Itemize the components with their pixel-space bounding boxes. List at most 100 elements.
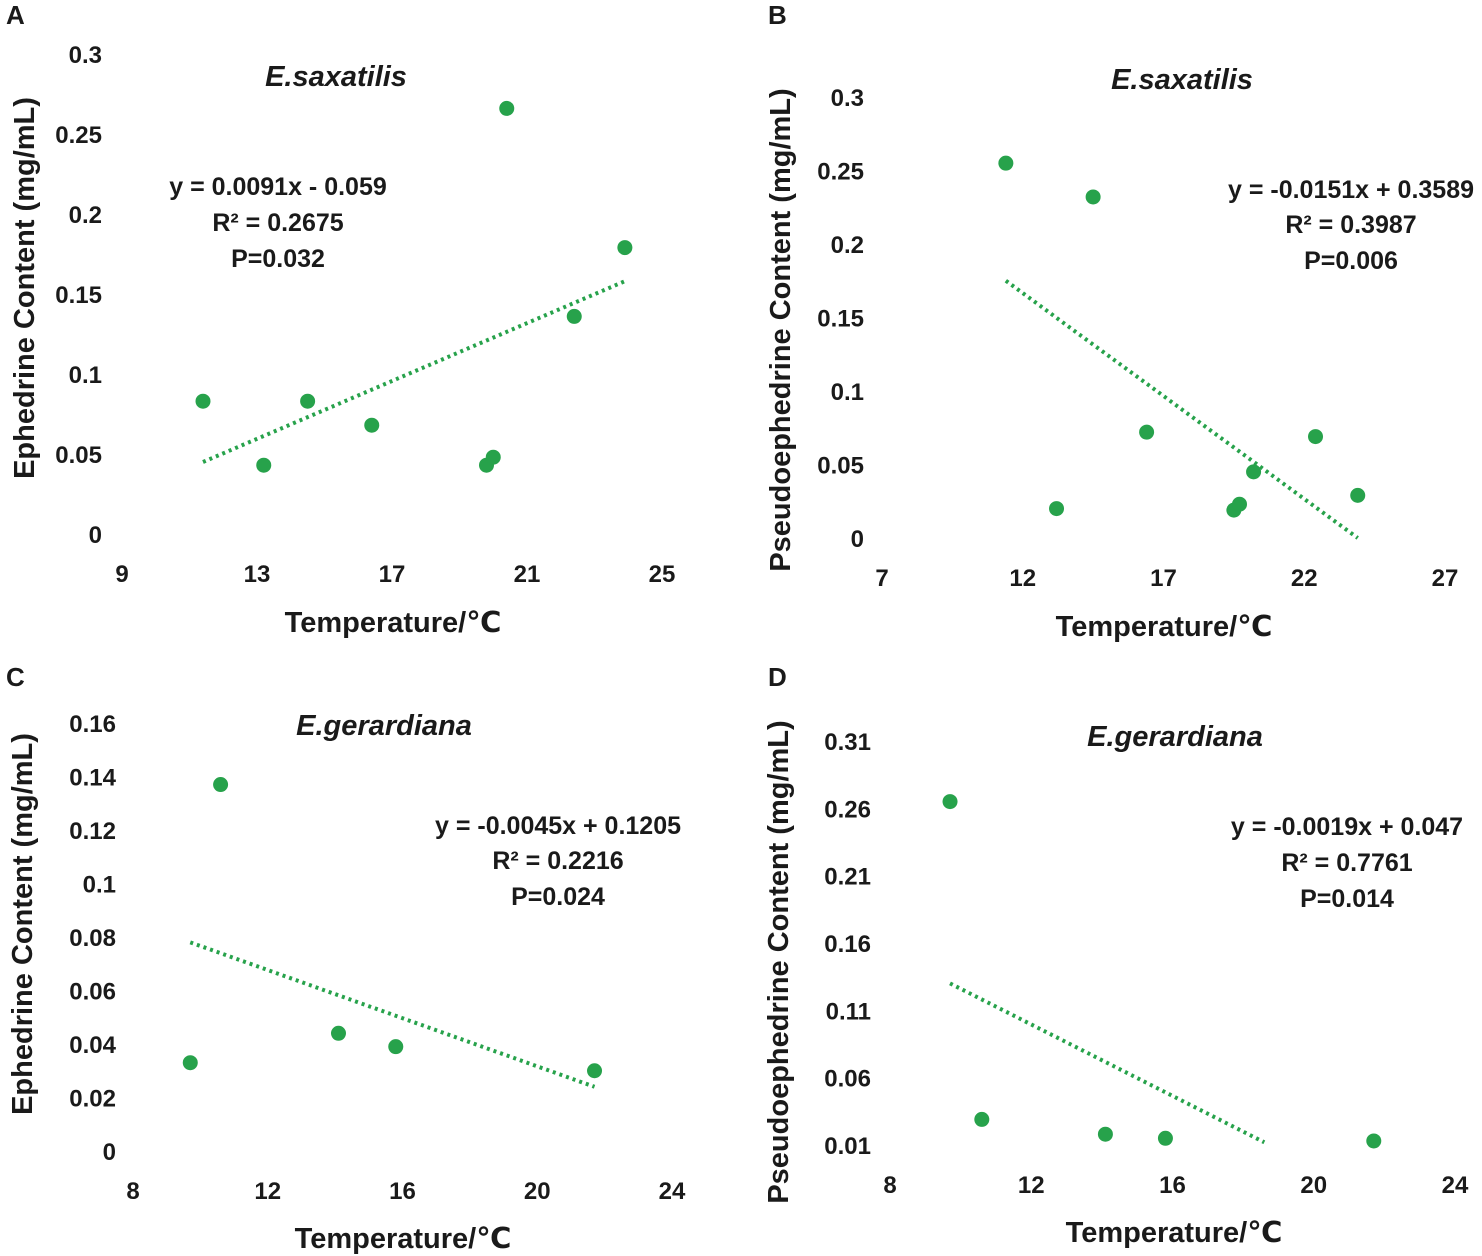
y-tick-label: 0 <box>89 522 102 549</box>
trendline <box>1004 279 1359 540</box>
y-tick-label: 0.15 <box>55 282 102 309</box>
panel-letter: D <box>768 662 787 692</box>
data-point <box>617 240 633 256</box>
trendline <box>189 940 596 1089</box>
data-point <box>364 417 380 433</box>
panel-d: D E.gerardiana Pseudoephedrine Content (… <box>763 662 1469 1249</box>
x-tick-label: 7 <box>875 565 888 592</box>
data-point <box>587 1063 603 1079</box>
r-squared: R² = 0.2216 <box>492 847 623 875</box>
y-tick-label: 0.2 <box>69 202 102 229</box>
data-point <box>213 777 229 793</box>
y-tick-label: 0.2 <box>831 232 864 259</box>
data-point <box>1308 429 1324 445</box>
regression-equation: y = -0.0019x + 0.047 <box>1231 813 1463 841</box>
data-point <box>256 457 272 473</box>
data-point <box>300 393 316 409</box>
y-axis-title: Ephedrine Content (mg/mL) <box>9 97 41 479</box>
data-point <box>942 794 958 810</box>
y-tick-label: 0 <box>103 1139 116 1166</box>
y-axis-title: Pseudoephedrine Content (mg/mL) <box>765 88 797 571</box>
y-tick-label: 0.05 <box>817 453 864 480</box>
data-point <box>1157 1130 1173 1146</box>
trendline <box>202 279 626 464</box>
x-tick-label: 8 <box>126 1178 139 1205</box>
x-axis-title: Temperature/℃ <box>1056 611 1273 643</box>
data-point <box>566 308 582 324</box>
y-tick-label: 0.1 <box>83 872 116 899</box>
y-tick-label: 0.08 <box>69 925 116 952</box>
data-point <box>1232 496 1248 512</box>
data-point <box>195 393 211 409</box>
data-point <box>1350 487 1366 503</box>
x-tick-label: 24 <box>659 1178 686 1205</box>
r-squared: R² = 0.7761 <box>1281 849 1412 877</box>
x-tick-label: 8 <box>883 1172 896 1199</box>
x-tick-label: 20 <box>1300 1172 1327 1199</box>
x-tick-label: 12 <box>254 1178 281 1205</box>
p-value: P=0.024 <box>511 883 605 911</box>
panel-letter: A <box>6 0 25 30</box>
y-axis-title: Ephedrine Content (mg/mL) <box>7 733 39 1115</box>
regression-equation: y = -0.0151x + 0.3589 <box>1228 176 1474 204</box>
x-tick-label: 27 <box>1432 565 1459 592</box>
panel-c: C E.gerardiana Ephedrine Content (mg/mL)… <box>6 662 686 1255</box>
y-tick-label: 0.06 <box>824 1066 871 1093</box>
x-tick-label: 21 <box>514 561 541 588</box>
x-tick-label: 22 <box>1291 565 1318 592</box>
y-tick-label: 0.15 <box>817 306 864 333</box>
y-tick-label: 0.16 <box>69 711 116 738</box>
x-tick-label: 16 <box>1159 1172 1186 1199</box>
x-tick-label: 24 <box>1442 1172 1469 1199</box>
y-tick-label: 0.3 <box>69 42 102 69</box>
y-tick-label: 0.01 <box>824 1133 871 1160</box>
y-tick-label: 0.04 <box>69 1032 116 1059</box>
y-axis-title: Pseudoephedrine Content (mg/mL) <box>763 720 795 1203</box>
regression-equation: y = -0.0045x + 0.1205 <box>435 812 681 840</box>
data-point <box>182 1055 198 1071</box>
species-title: E.gerardiana <box>296 710 472 742</box>
data-point <box>998 155 1014 171</box>
y-tick-label: 0 <box>851 526 864 553</box>
p-value: P=0.006 <box>1304 247 1398 275</box>
x-axis-title: Temperature/℃ <box>1066 1217 1283 1249</box>
panel-letter: B <box>768 0 787 30</box>
y-tick-label: 0.06 <box>69 979 116 1006</box>
y-tick-label: 0.25 <box>817 159 864 186</box>
panel-a: A E.saxatilis Ephedrine Content (mg/mL) … <box>6 0 675 639</box>
data-point <box>1085 189 1101 205</box>
x-tick-label: 13 <box>244 561 271 588</box>
r-squared: R² = 0.2675 <box>212 209 343 237</box>
y-tick-label: 0.3 <box>831 85 864 112</box>
trendline <box>949 981 1266 1145</box>
species-title: E.saxatilis <box>265 61 407 93</box>
data-point <box>330 1025 346 1041</box>
species-title: E.gerardiana <box>1087 721 1263 753</box>
x-tick-label: 17 <box>1150 565 1177 592</box>
y-tick-label: 0.21 <box>824 864 871 891</box>
data-point <box>1246 464 1262 480</box>
panel-b: B E.saxatilis Pseudoephedrine Content (m… <box>765 0 1474 643</box>
y-tick-label: 0.02 <box>69 1086 116 1113</box>
y-tick-label: 0.12 <box>69 818 116 845</box>
x-axis-title: Temperature/℃ <box>285 607 502 639</box>
panel-letter: C <box>6 662 25 692</box>
x-axis-title: Temperature/℃ <box>295 1223 512 1255</box>
p-value: P=0.032 <box>231 245 325 273</box>
x-tick-label: 20 <box>524 1178 551 1205</box>
p-value: P=0.014 <box>1300 885 1394 913</box>
x-tick-label: 16 <box>389 1178 416 1205</box>
r-squared: R² = 0.3987 <box>1285 211 1416 239</box>
y-tick-label: 0.1 <box>69 362 102 389</box>
x-tick-label: 12 <box>1018 1172 1045 1199</box>
y-tick-label: 0.1 <box>831 379 864 406</box>
data-point <box>499 100 515 116</box>
y-tick-label: 0.25 <box>55 122 102 149</box>
regression-equation: y = 0.0091x - 0.059 <box>169 173 387 201</box>
data-point <box>1049 501 1065 517</box>
data-point <box>1097 1126 1113 1142</box>
y-tick-label: 0.14 <box>69 765 116 792</box>
data-point <box>388 1039 404 1055</box>
x-tick-label: 12 <box>1009 565 1036 592</box>
